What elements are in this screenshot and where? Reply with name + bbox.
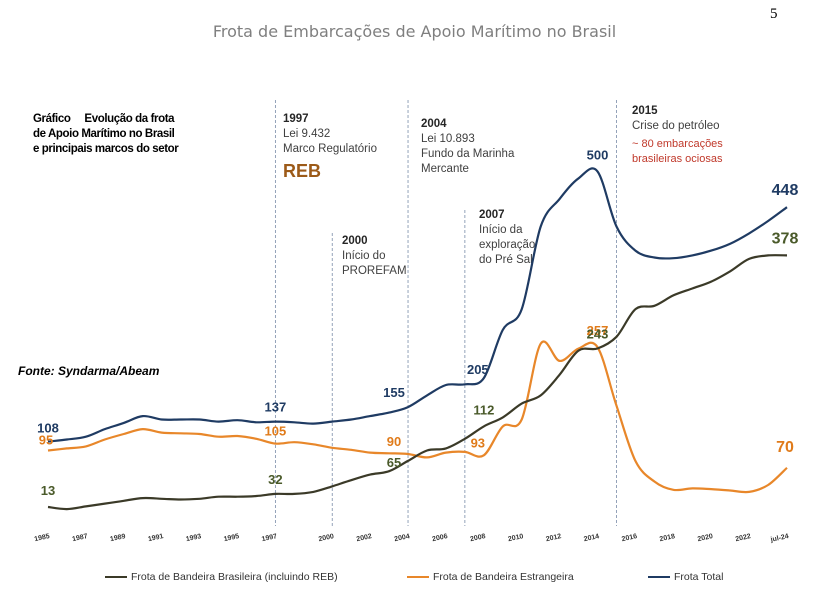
page-number: 5 [770,6,778,22]
data-label: 65 [387,455,401,470]
data-label: 32 [268,472,282,487]
x-tick-label: 2020 [697,533,714,543]
milestone-text: PROREFAM [342,265,407,277]
data-label: 108 [37,421,59,436]
milestone-text: Marco Regulatório [283,143,377,155]
legend-label: Frota Total [674,571,724,583]
milestone-text: Mercante [421,163,469,175]
data-label: 257 [587,323,609,338]
x-tick-label: 1997 [261,533,278,543]
milestone-note: ~ 80 embarcações [632,138,723,150]
milestone-text: Crise do petróleo [632,120,720,132]
x-tick-label: 2010 [507,533,524,543]
milestone-text: Lei 9.432 [283,128,331,140]
milestone-2000: 2000 Início do PROREFAM [342,234,407,279]
x-tick-label: 1989 [110,533,127,543]
data-label: 500 [587,147,609,162]
x-tick-label: 2014 [583,533,600,543]
x-tick-label: jul-24 [769,533,789,544]
data-label: 90 [387,434,401,449]
data-label: 105 [265,424,287,439]
data-label: 93 [471,435,485,450]
data-label: 378 [772,230,799,247]
legend-item-brasileira: Frota de Bandeira Brasileira (incluindo … [105,571,338,583]
chart-caption: Gráfico Evolução da frota de Apoio Marít… [33,112,179,157]
x-tick-label: 2016 [621,533,638,543]
legend-label: Frota de Bandeira Estrangeira [433,571,574,583]
data-label: 205 [467,362,489,377]
legend-item-estrangeira: Frota de Bandeira Estrangeira [407,571,574,583]
x-tick-label: 1985 [34,533,51,543]
data-label: 13 [41,483,55,498]
source-note: Fonte: Syndarma/Abeam [18,364,160,378]
caption-line: de Apoio Marítimo no Brasil [33,128,175,140]
x-tick-label: 1995 [223,533,240,543]
data-label: 155 [383,385,405,400]
milestone-text: Lei 10.893 [421,133,475,145]
x-tick-label: 2004 [394,533,411,543]
x-tick-label: 2012 [545,533,562,543]
milestone-text: do Pré Sal [479,254,533,266]
data-label: 70 [776,439,794,456]
series-line-total [47,167,788,443]
data-label: 137 [265,400,287,415]
milestone-text: exploração [479,239,536,251]
series-line-estrangeira [47,340,788,494]
x-tick-label: 1993 [185,533,202,543]
legend-label: Frota de Bandeira Brasileira (incluindo … [131,571,338,583]
data-label: 95 [39,433,53,448]
x-tick-label: 1987 [72,533,89,543]
milestone-year: 2007 [479,209,505,221]
milestone-text: Fundo da Marinha [421,148,515,160]
x-tick-label: 2000 [318,533,335,543]
data-label: 112 [473,402,494,417]
data-label: 448 [772,182,799,199]
caption-line: Gráfico Evolução da frota [33,113,175,125]
legend-swatch [407,576,429,579]
x-tick-label: 1991 [147,533,164,543]
x-tick-label: 2002 [356,533,373,543]
legend-swatch [105,576,127,579]
legend-item-total: Frota Total [648,571,723,583]
milestone-2004: 2004 Lei 10.893 Fundo da Marinha Mercant… [421,117,514,177]
milestone-note: brasileiras ociosas [632,153,723,165]
x-tick-label: 2022 [735,533,752,543]
milestone-2007: 2007 Início da exploração do Pré Sal [479,208,535,268]
caption-line: e principais marcos do setor [33,143,179,155]
milestone-text: Início do [342,250,386,262]
data-label: 243 [587,327,609,342]
series-line-brasileira [47,254,788,511]
milestone-year: 1997 [283,113,309,125]
milestone-year: 2015 [632,105,658,117]
milestone-year: 2000 [342,235,368,247]
milestone-2015: 2015 Crise do petróleo ~ 80 embarcações … [632,104,723,167]
x-tick-label: 2008 [470,533,487,543]
x-tick-label: 2018 [659,533,676,543]
chart-title: Frota de Embarcações de Apoio Marítimo n… [212,22,617,41]
milestone-year: 2004 [421,118,447,130]
legend-swatch [648,576,670,579]
reb-highlight: REB [283,161,322,181]
milestone-1997: 1997 Lei 9.432 Marco Regulatório REB [283,112,377,183]
milestone-text: Início da [479,224,523,236]
x-tick-label: 2006 [432,533,449,543]
